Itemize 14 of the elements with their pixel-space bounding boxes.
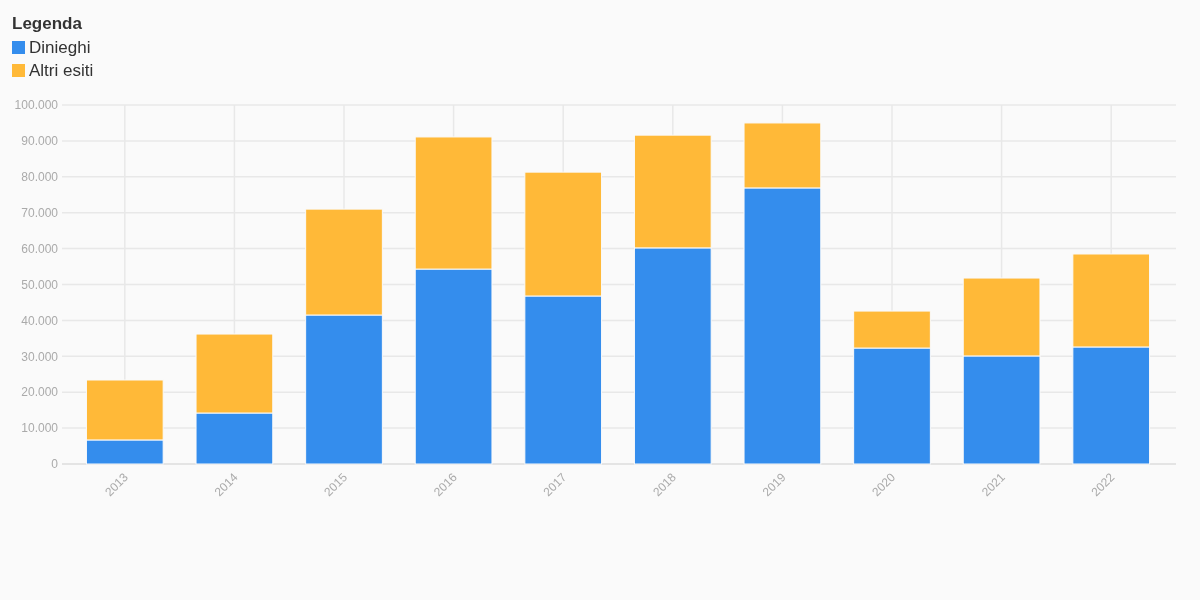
legend-label: Altri esiti <box>29 61 94 80</box>
y-tick-label: 40.000 <box>21 313 59 328</box>
y-tick-label: 50.000 <box>21 277 59 292</box>
y-tick-label: 80.000 <box>21 170 59 184</box>
legend-label: Dinieghi <box>29 38 91 57</box>
y-tick-label: 60.000 <box>21 241 59 256</box>
y-tick-label: 10.000 <box>21 421 59 436</box>
y-tick-label: 30.000 <box>21 349 59 364</box>
y-tick-label: 20.000 <box>21 385 59 400</box>
y-tick-label: 100.000 <box>14 98 59 113</box>
legend-title: Legenda <box>12 14 83 33</box>
y-tick-label: 70.000 <box>21 205 59 220</box>
y-tick-label: 0 <box>51 457 59 472</box>
y-tick-label: 90.000 <box>21 134 59 149</box>
